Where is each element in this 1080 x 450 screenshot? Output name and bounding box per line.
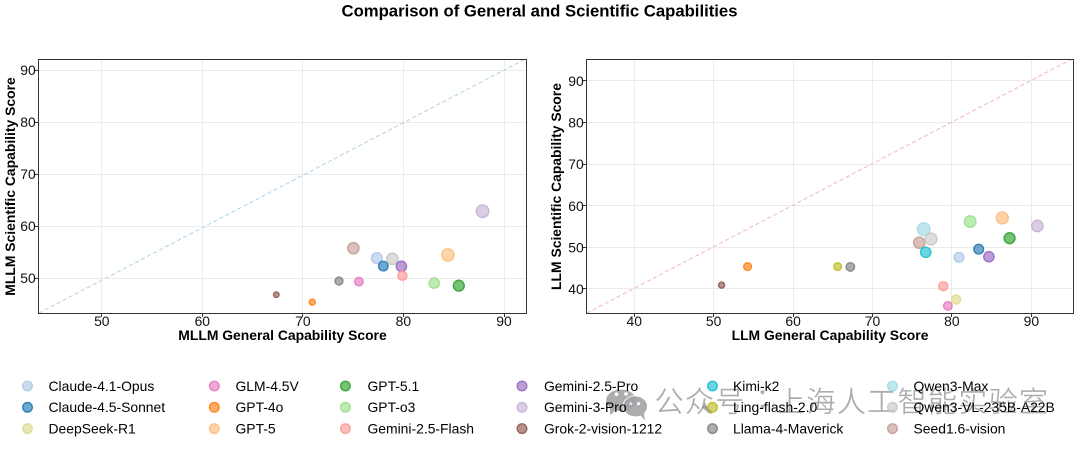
svg-text:70: 70 <box>20 166 36 182</box>
svg-text:Llama-4-Maverick: Llama-4-Maverick <box>733 421 843 437</box>
svg-text:GLM-4.5V: GLM-4.5V <box>236 378 300 394</box>
svg-text:50: 50 <box>706 313 722 329</box>
svg-text:Seed1.6-vision: Seed1.6-vision <box>914 421 1006 437</box>
svg-text:Gemini-3-Pro: Gemini-3-Pro <box>544 399 627 415</box>
svg-text:Claude-4.1-Opus: Claude-4.1-Opus <box>49 378 155 394</box>
svg-text:60: 60 <box>568 198 584 214</box>
svg-text:GPT-5: GPT-5 <box>236 421 276 437</box>
svg-text:Kimi-k2: Kimi-k2 <box>733 378 780 394</box>
svg-text:Claude-4.5-Sonnet: Claude-4.5-Sonnet <box>49 399 166 415</box>
svg-text:Qwen3-Max: Qwen3-Max <box>914 378 989 394</box>
svg-text:60: 60 <box>195 313 211 329</box>
svg-text:70: 70 <box>295 313 311 329</box>
svg-text:90: 90 <box>20 62 36 78</box>
svg-text:90: 90 <box>496 313 512 329</box>
svg-text:60: 60 <box>20 218 36 234</box>
svg-text:40: 40 <box>626 313 642 329</box>
svg-text:50: 50 <box>20 270 36 286</box>
svg-text:DeepSeek-R1: DeepSeek-R1 <box>49 421 137 437</box>
svg-text:90: 90 <box>568 73 584 89</box>
svg-text:Ling-flash-2.0: Ling-flash-2.0 <box>733 399 817 415</box>
svg-text:Comparison of General and Scie: Comparison of General and Scientific Cap… <box>342 2 738 21</box>
svg-text:Gemini-2.5-Pro: Gemini-2.5-Pro <box>544 378 638 394</box>
svg-text:80: 80 <box>396 313 412 329</box>
svg-text:90: 90 <box>1024 313 1040 329</box>
svg-text:50: 50 <box>568 239 584 255</box>
svg-text:40: 40 <box>568 281 584 297</box>
svg-text:GPT-4o: GPT-4o <box>236 399 284 415</box>
svg-text:LLM Scientific Capability Scor: LLM Scientific Capability Score <box>548 83 564 290</box>
svg-text:Gemini-2.5-Flash: Gemini-2.5-Flash <box>368 421 475 437</box>
svg-text:MLLM Scientific Capability Sco: MLLM Scientific Capability Score <box>2 77 18 296</box>
svg-text:80: 80 <box>20 114 36 130</box>
svg-text:LLM General Capability Score: LLM General Capability Score <box>732 327 929 343</box>
svg-text:MLLM General Capability Score: MLLM General Capability Score <box>178 327 387 343</box>
svg-text:Qwen3-VL-235B-A22B: Qwen3-VL-235B-A22B <box>914 399 1055 415</box>
svg-text:70: 70 <box>568 156 584 172</box>
svg-text:50: 50 <box>94 313 110 329</box>
svg-text:70: 70 <box>865 313 881 329</box>
svg-text:80: 80 <box>944 313 960 329</box>
svg-text:80: 80 <box>568 115 584 131</box>
svg-text:GPT-5.1: GPT-5.1 <box>368 378 420 394</box>
svg-text:60: 60 <box>785 313 801 329</box>
svg-text:Grok-2-vision-1212: Grok-2-vision-1212 <box>544 421 662 437</box>
svg-text:GPT-o3: GPT-o3 <box>368 399 416 415</box>
